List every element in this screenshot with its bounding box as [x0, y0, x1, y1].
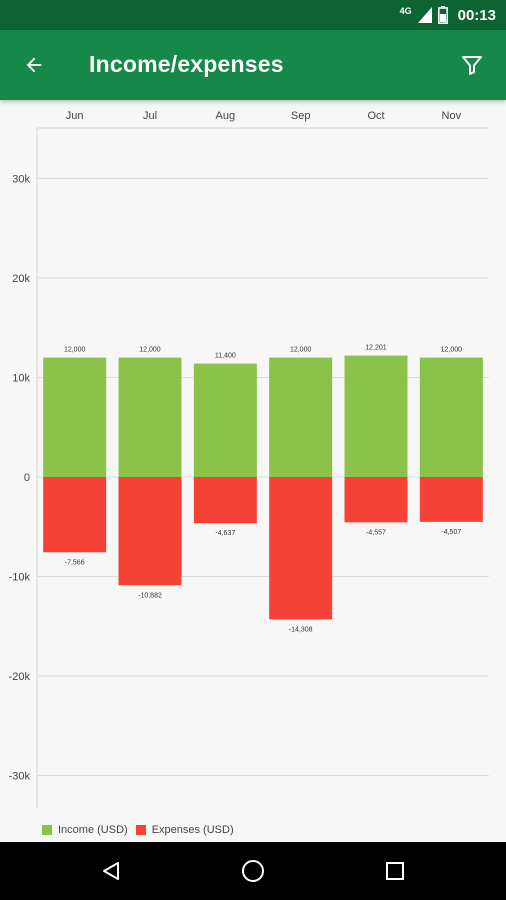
- x-tick-label: Sep: [291, 110, 311, 122]
- expense-data-label: -14,308: [289, 626, 313, 633]
- income-data-label: 11,400: [215, 353, 236, 360]
- nav-home-icon: [242, 860, 264, 882]
- filter-icon: [462, 56, 482, 75]
- navigation-bar: [0, 842, 506, 900]
- y-tick-label: -20k: [9, 671, 31, 683]
- x-tick-label: Nov: [442, 110, 462, 122]
- y-tick-label: 0: [24, 472, 30, 484]
- y-tick-label: -10k: [9, 572, 31, 584]
- legend-label-expenses: Expenses (USD): [151, 824, 234, 836]
- nav-home-button[interactable]: [233, 851, 273, 891]
- income-bar: [43, 357, 107, 477]
- expense-bar: [193, 477, 257, 524]
- signal-icon: [417, 7, 432, 23]
- battery-icon: [437, 6, 448, 24]
- expense-data-label: -10,882: [138, 592, 162, 599]
- arrow-back-icon: [26, 57, 42, 73]
- income-bar: [118, 357, 182, 477]
- income-data-label: 12,000: [139, 347, 161, 354]
- expense-data-label: -7,566: [65, 559, 85, 566]
- status-time: 00:13: [457, 6, 496, 24]
- expense-bar: [344, 477, 408, 523]
- filter-button[interactable]: [452, 47, 492, 83]
- x-tick-label: Jul: [143, 110, 157, 122]
- chart-legend: Income (USD) Expenses (USD): [42, 822, 242, 838]
- x-tick-label: Jun: [66, 110, 84, 122]
- network-4g-label: 4G: [399, 6, 412, 16]
- expense-data-label: -4,557: [366, 529, 386, 536]
- income-bar: [193, 363, 257, 477]
- expense-bar: [269, 477, 333, 620]
- nav-back-icon: [103, 862, 119, 880]
- legend-item-income: Income (USD): [42, 824, 128, 836]
- expense-data-label: -4,507: [441, 529, 461, 536]
- income-data-label: 12,000: [64, 347, 86, 354]
- legend-item-expenses: Expenses (USD): [135, 824, 234, 836]
- expense-bar: [419, 477, 483, 522]
- status-icons: 4G 00:13: [400, 0, 496, 30]
- income-bar: [269, 357, 333, 477]
- page-title: Income/expenses: [89, 51, 284, 77]
- expense-data-label: -4,637: [215, 530, 235, 537]
- nav-recents-button[interactable]: [375, 851, 415, 891]
- legend-label-income: Income (USD): [58, 824, 128, 836]
- app-bar: Income/expenses: [0, 30, 506, 100]
- legend-swatch-expenses: [135, 825, 146, 835]
- nav-back-button[interactable]: [91, 851, 131, 891]
- income-data-label: 12,000: [441, 347, 463, 354]
- y-tick-label: 10k: [12, 373, 30, 385]
- y-tick-label: 20k: [12, 273, 30, 285]
- y-tick-label: 30k: [12, 174, 30, 186]
- income-data-label: 12,201: [365, 345, 387, 352]
- income-bar: [344, 355, 408, 477]
- legend-swatch-income: [42, 825, 52, 835]
- x-tick-label: Aug: [216, 110, 236, 122]
- back-button[interactable]: [14, 47, 54, 83]
- income-data-label: 12,000: [290, 347, 312, 354]
- income-bar: [419, 357, 483, 477]
- nav-recents-icon: [386, 862, 404, 880]
- y-tick-label: -30k: [9, 771, 31, 783]
- chart-svg: 30k 20k 10k 0 -10k -20k -30k Jun 12,000 -7,566 Jul…: [9, 110, 489, 808]
- expense-bar: [43, 477, 107, 553]
- status-bar: 4G 00:13: [0, 0, 506, 30]
- expense-bar: [118, 477, 182, 586]
- income-expenses-chart: 30k 20k 10k 0 -10k -20k -30k Jun 12,000 -7,566 Jul…: [0, 100, 506, 842]
- x-tick-label: Oct: [367, 110, 384, 122]
